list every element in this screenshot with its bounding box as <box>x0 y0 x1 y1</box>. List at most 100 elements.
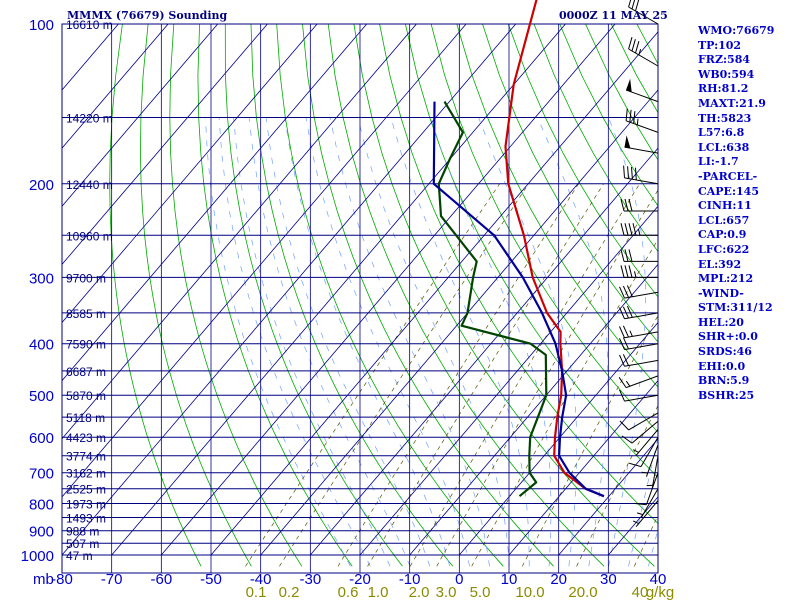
plot-frame <box>61 23 659 574</box>
stat-item: BSHR:25 <box>698 388 755 402</box>
mixing-ratio-line <box>471 238 658 567</box>
isotherm <box>409 263 658 556</box>
stat-item: SHR+:0.0 <box>698 330 758 344</box>
moist-adiabat <box>284 117 451 567</box>
temp-tick-label: -50 <box>200 571 222 588</box>
mixing-ratio-line <box>436 189 658 567</box>
wind-barb <box>646 455 659 490</box>
isotherm <box>62 24 368 382</box>
stat-item: CINH:11 <box>698 199 752 213</box>
dry-adiabat <box>430 24 658 433</box>
wind-barb <box>621 420 659 444</box>
dry-adiabat <box>791 24 800 566</box>
temp-tick-label: -20 <box>349 571 371 588</box>
dry-adiabat <box>169 24 303 567</box>
isotherm <box>62 24 318 324</box>
stat-item: MAXT:21.9 <box>698 96 766 110</box>
height-label: 3774 m <box>66 450 106 464</box>
stat-item: CAP:0.9 <box>698 228 747 242</box>
dry-adiabat <box>276 24 504 567</box>
wind-barb <box>628 37 659 67</box>
mixing-ratio-label: 40 <box>632 584 649 600</box>
height-label: 3162 m <box>66 467 106 481</box>
wind-barb <box>628 0 659 25</box>
isotherm <box>458 321 658 556</box>
moist-adiabat <box>430 117 552 567</box>
dewpoint-line <box>437 101 548 498</box>
height-label: 14220 m <box>66 112 113 126</box>
wind-barb <box>619 337 659 351</box>
mixing-ratio-label: g/kg <box>646 584 674 600</box>
stat-item: LI:-1.7 <box>698 155 739 169</box>
stat-item: WB0:594 <box>698 67 755 81</box>
height-label: 12440 m <box>66 178 113 192</box>
temp-tick-label: 40 <box>650 571 667 588</box>
mixing-ratio-label: 20.0 <box>568 584 597 600</box>
wind-barb <box>628 436 659 468</box>
wind-barb <box>619 389 659 402</box>
pressure-tick-label: 800 <box>29 497 54 514</box>
dry-adiabat <box>139 24 252 567</box>
chart-time: 0000Z 11 MAY 25 <box>559 9 668 22</box>
wind-barb <box>620 198 658 212</box>
stat-item: TP:102 <box>698 38 742 52</box>
mixing-ratio-label: 5.0 <box>470 584 491 600</box>
moist-adiabat <box>233 117 391 567</box>
wind-barb <box>619 325 659 339</box>
stat-item: CAPE:145 <box>698 184 759 198</box>
temp-tick-label: -40 <box>250 571 272 588</box>
stat-item: L57:6.8 <box>698 126 745 140</box>
height-label: 5870 m <box>66 389 106 403</box>
stat-item: BRN:5.9 <box>698 374 750 388</box>
dry-adiabat <box>109 24 202 567</box>
wind-barb <box>619 354 659 367</box>
height-label: 6687 m <box>66 365 106 379</box>
height-label: 2525 m <box>66 483 106 497</box>
pressure-tick-label: 400 <box>29 337 54 354</box>
dry-adiabat <box>302 24 554 567</box>
y-axis-label: mb <box>33 571 54 588</box>
mixing-ratio-line <box>409 183 640 567</box>
wind-barb <box>618 375 659 389</box>
wind-barb <box>620 223 658 236</box>
temp-tick-label: 30 <box>600 571 617 588</box>
stat-item: WMO:76679 <box>698 24 775 37</box>
temp-tick-label: 20 <box>550 571 567 588</box>
temp-tick-label: -80 <box>51 571 73 588</box>
isotherm <box>160 24 616 556</box>
stat-item: FRZ:584 <box>698 53 751 67</box>
stat-item: -PARCEL- <box>698 169 758 183</box>
stat-item: LCL:657 <box>698 213 750 227</box>
dry-adiabat <box>379 24 658 524</box>
height-label: 507 m <box>66 537 99 551</box>
parcel-line <box>432 101 605 498</box>
chart-title: MMMX (76679) Sounding <box>67 9 228 22</box>
pressure-tick-label: 300 <box>29 270 54 287</box>
pressure-tick-label: 500 <box>29 388 54 405</box>
mixing-ratio-line <box>337 183 579 567</box>
wind-barb <box>620 265 658 278</box>
moist-adiabat <box>218 117 371 567</box>
wind-barb <box>619 305 659 320</box>
isotherm <box>359 205 658 556</box>
wind-barb <box>620 249 658 262</box>
stat-item: MPL:212 <box>698 272 754 286</box>
temp-tick-label: -10 <box>399 571 421 588</box>
pressure-tick-label: 200 <box>29 177 54 194</box>
wind-barb <box>632 500 659 528</box>
mixing-ratio-label: 3.0 <box>436 584 457 600</box>
plot-area <box>62 24 800 573</box>
pressure-tick-label: 1000 <box>21 548 54 565</box>
wind-barb <box>623 165 659 185</box>
temperature-line <box>504 0 605 498</box>
mixing-ratio-label: 10.0 <box>515 584 544 600</box>
stat-item: SRDS:46 <box>698 345 752 359</box>
mixing-ratio-label: 1.0 <box>368 584 389 600</box>
isotherm <box>62 24 268 266</box>
pressure-tick-label: 900 <box>29 524 54 541</box>
mixing-ratio-label: 0.1 <box>246 584 267 600</box>
isotherm <box>62 24 467 498</box>
wind-barb <box>625 78 659 103</box>
height-label: 4423 m <box>66 431 106 445</box>
